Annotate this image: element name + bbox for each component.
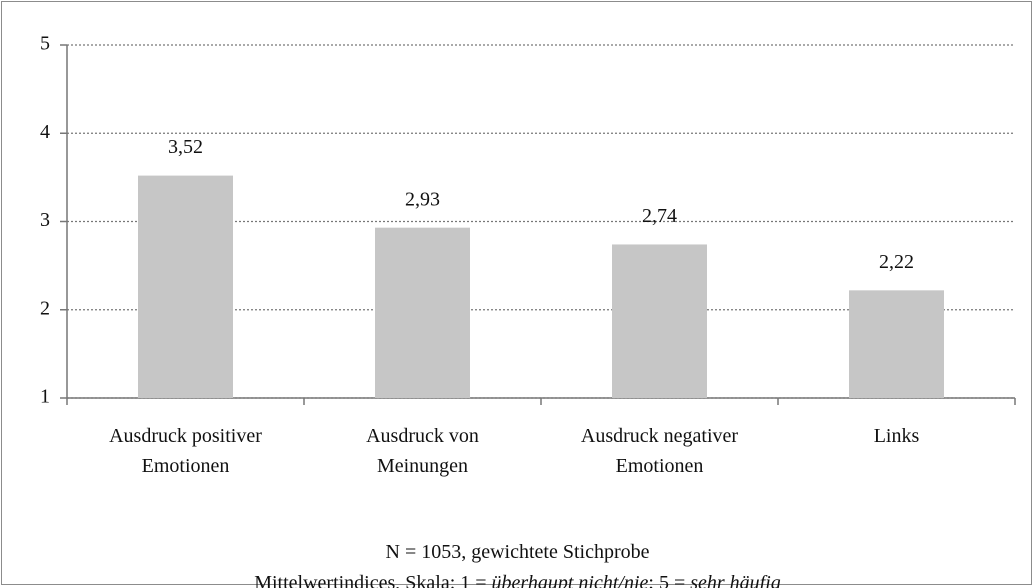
note-line: Mittelwertindices, Skala: 1 = überhaupt …	[0, 568, 1035, 588]
value-label: 3,52	[168, 136, 203, 158]
note-text: N = 1053, gewichtete Stichprobe	[385, 541, 650, 563]
x-tick-label: Ausdruck positiver Emotionen	[109, 425, 262, 477]
y-tick-label: 4	[40, 121, 50, 143]
value-label: 2,74	[642, 205, 677, 227]
x-tick-label: Ausdruck negativer Emotionen	[580, 425, 739, 477]
note-text: sehr häufig	[690, 572, 781, 588]
y-tick-label: 2	[40, 297, 50, 319]
x-tick-label: Links	[873, 425, 920, 447]
note-text: überhaupt nicht/nie	[491, 572, 649, 588]
y-tick-label: 3	[40, 209, 50, 231]
bar	[612, 244, 707, 398]
bar	[375, 227, 470, 398]
y-tick-label: 1	[40, 386, 50, 408]
x-tick-label: Ausdruck von Meinungen	[366, 425, 479, 477]
bar	[849, 290, 944, 398]
note-line: N = 1053, gewichtete Stichprobe	[0, 537, 1035, 567]
y-tick-label: 5	[40, 33, 50, 55]
value-label: 2,22	[879, 251, 914, 273]
value-label: 2,93	[405, 188, 440, 210]
bar	[138, 175, 233, 398]
note-text: ; 5 =	[648, 572, 691, 588]
note-text: Mittelwertindices, Skala: 1 =	[254, 572, 492, 588]
